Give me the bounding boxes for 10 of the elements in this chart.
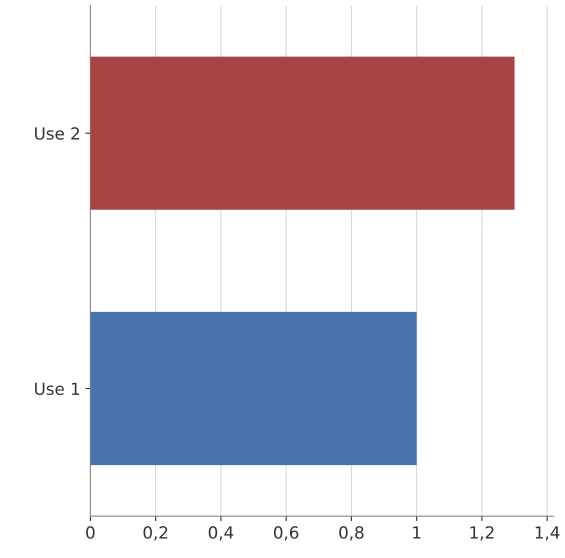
x-tick-label: 0,6: [274, 526, 298, 540]
x-tick-label: 0,2: [144, 526, 168, 540]
y-tick-label: Use 2: [35, 127, 80, 140]
x-tick-label: 0: [86, 526, 95, 539]
x-tick-label: 0,8: [339, 526, 364, 540]
x-tick-label: 0,4: [208, 526, 234, 540]
x-tick-label: 1,2: [470, 526, 494, 540]
y-tick-label: Use 1: [35, 382, 80, 396]
x-tick-label: 1: [413, 526, 420, 539]
x-tick-label: 1,4: [536, 526, 560, 540]
